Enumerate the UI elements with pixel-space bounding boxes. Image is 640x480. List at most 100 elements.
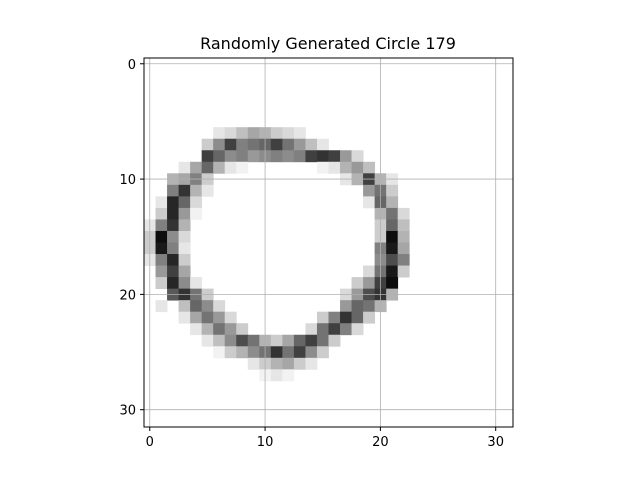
y-tick-label: 30 <box>119 404 136 419</box>
heatmap-cell <box>201 334 214 347</box>
heatmap-cell <box>247 138 260 151</box>
heatmap-cell <box>282 369 295 382</box>
heatmap-cell <box>397 230 410 243</box>
heatmap-cell <box>224 346 237 359</box>
heatmap-cell <box>155 265 168 278</box>
heatmap-cell <box>247 334 260 347</box>
heatmap-cell <box>236 323 249 336</box>
heatmap-cell <box>167 196 179 209</box>
heatmap-cell <box>328 150 341 163</box>
heatmap-cell <box>190 207 203 220</box>
heatmap-cell <box>397 265 410 278</box>
heatmap-cell <box>155 277 168 290</box>
heatmap-cell <box>328 311 341 324</box>
heatmap-cell <box>190 300 203 313</box>
heatmap-cell <box>386 184 399 197</box>
heatmap-cell <box>213 161 226 174</box>
heatmap-cell <box>270 138 283 151</box>
heatmap-cell <box>155 196 168 209</box>
heatmap-cell <box>224 311 237 324</box>
heatmap-cell <box>386 230 399 243</box>
heatmap-cell <box>155 254 168 266</box>
heatmap-cell <box>190 311 203 324</box>
heatmap-cell <box>178 184 191 197</box>
heatmap-cell <box>270 127 283 140</box>
heatmap-cell <box>340 150 352 163</box>
x-tick-label: 0 <box>146 435 154 450</box>
heatmap-cell <box>305 138 318 151</box>
heatmap-cell <box>282 138 295 151</box>
y-axis: 0 10 20 30 <box>119 58 144 419</box>
heatmap-cell <box>328 334 341 347</box>
heatmap-cell <box>363 311 376 324</box>
heatmap-cell <box>340 161 352 174</box>
heatmap-cell <box>363 300 376 313</box>
heatmap-cell <box>386 254 399 266</box>
heatmap-cell <box>270 357 283 370</box>
heatmap-cell <box>282 127 295 140</box>
x-tick-label: 30 <box>487 435 504 450</box>
heatmap-cell <box>155 242 168 255</box>
heatmap-cell <box>363 196 376 209</box>
heatmap-cell <box>316 150 329 163</box>
heatmap-cell <box>282 357 295 370</box>
heatmap-cell <box>386 196 399 209</box>
heatmap-cell <box>236 150 249 163</box>
heatmap-cell <box>340 300 352 313</box>
heatmap-cell <box>316 311 329 324</box>
heatmap-cell <box>316 161 329 174</box>
heatmap-cell <box>316 323 329 336</box>
heatmap-cell <box>351 323 364 336</box>
heatmap-cell <box>293 357 306 370</box>
heatmap-cell <box>270 369 283 382</box>
heatmap-cell <box>224 127 237 140</box>
chart-title: Randomly Generated Circle 179 <box>200 34 456 53</box>
heatmap-cell <box>224 323 237 336</box>
heatmap-cell <box>397 242 410 255</box>
heatmap-cell <box>282 346 295 359</box>
heatmap-cell <box>386 207 399 220</box>
heatmap-cell <box>167 207 179 220</box>
heatmap-cell <box>397 254 410 266</box>
plot-background <box>144 58 513 427</box>
heatmap-cell <box>167 254 179 266</box>
heatmap-cell <box>363 184 376 197</box>
heatmap-cell <box>201 311 214 324</box>
heatmap-cell <box>178 230 191 243</box>
heatmap-cell <box>247 357 260 370</box>
heatmap-cell <box>328 161 341 174</box>
heatmap-cell <box>351 300 364 313</box>
heatmap-cell <box>178 207 191 220</box>
heatmap-cell <box>386 277 399 290</box>
heatmap-cell <box>213 150 226 163</box>
heatmap-cell <box>178 196 191 209</box>
heatmap-cell <box>178 242 191 255</box>
heatmap-cell <box>340 311 352 324</box>
heatmap-cell <box>247 150 260 163</box>
heatmap-cell <box>178 219 191 232</box>
heatmap-cell <box>236 334 249 347</box>
heatmap-cell <box>363 161 376 174</box>
heatmap-cell <box>282 150 295 163</box>
heatmap-cell <box>386 219 399 232</box>
y-tick-label: 10 <box>119 173 136 188</box>
x-tick-label: 20 <box>372 435 389 450</box>
heatmap-cell <box>201 150 214 163</box>
heatmap-cell <box>236 127 249 140</box>
heatmap-cell <box>224 161 237 174</box>
heatmap-cell <box>363 277 376 290</box>
heatmap-cell <box>178 277 191 290</box>
heatmap-cell <box>236 161 249 174</box>
heatmap-cell <box>167 277 179 290</box>
heatmap-cell <box>282 334 295 347</box>
heatmap-cell <box>155 230 168 243</box>
heatmap-cell <box>351 311 364 324</box>
heatmap-cell <box>305 150 318 163</box>
heatmap-cell <box>201 161 214 174</box>
heatmap-cell <box>201 323 214 336</box>
heatmap-cell <box>178 265 191 278</box>
heatmap-cell <box>167 219 179 232</box>
heatmap-cell <box>167 184 179 197</box>
heatmap-cell <box>213 300 226 313</box>
